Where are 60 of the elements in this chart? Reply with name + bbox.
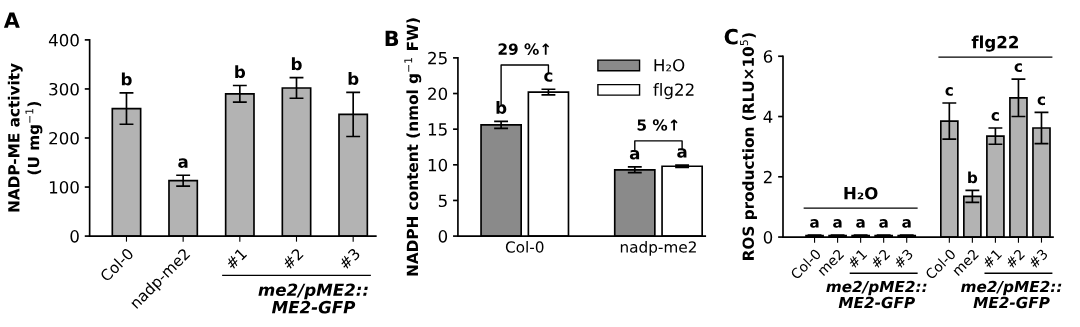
text: 29 %↑: [498, 43, 550, 55]
y-tick-label: 25: [428, 51, 447, 65]
data-label: b: [291, 57, 302, 71]
y-tick-label: 100: [49, 181, 79, 194]
y-tick-label: 15: [428, 123, 447, 136]
y-tick-label: 0: [763, 231, 773, 244]
text: me2/pME2:: ME2-GFP: [826, 280, 927, 309]
data-label: b: [121, 72, 132, 86]
y-tick-label: 200: [49, 131, 79, 145]
legend-label: H₂O: [654, 58, 685, 72]
y-tick-label: 0: [70, 230, 79, 243]
y-axis-title: ROS production (RLU×10$^{5}$): [740, 33, 757, 260]
annotation: H₂O: [844, 186, 878, 200]
chart-title: A: [3, 12, 20, 28]
y-tick-label: 2: [763, 170, 772, 184]
chart-title: B: [385, 30, 399, 46]
data-label: b: [496, 101, 507, 114]
data-label: c: [1037, 96, 1045, 106]
data-label: b: [348, 72, 359, 85]
x-tick-label: #1: [847, 248, 868, 269]
x-tick-label: nadp-me2: [620, 240, 696, 256]
x-tick-label: #3: [893, 248, 914, 269]
data-label: c: [544, 72, 553, 82]
y-tick-label: 0: [438, 230, 448, 243]
y-axis-title: NADPH content (nmol g$^{−1}$ FW): [404, 18, 422, 276]
text: me2/pME2:: ME2-GFP: [961, 280, 1062, 309]
x-tick-label: #2: [1004, 248, 1025, 269]
x-tick-label: #2: [281, 247, 304, 270]
x-tick-label: #3: [338, 247, 361, 270]
chart-title: C: [724, 28, 738, 45]
data-label: c: [1014, 63, 1022, 73]
data-label: a: [833, 219, 842, 228]
data-label: a: [178, 158, 188, 168]
y-tick-label: 5: [438, 194, 447, 208]
y-tick-label: 400: [48, 33, 79, 47]
x-tick-label: #2: [870, 248, 891, 269]
data-label: a: [629, 149, 640, 160]
data-label: a: [810, 219, 819, 228]
data-label: a: [856, 219, 865, 228]
y-tick-label: 6: [763, 50, 773, 63]
text: flg22: [971, 35, 1018, 52]
legend-label: flg22: [653, 83, 694, 100]
data-label: b: [968, 171, 978, 184]
data-label: a: [677, 148, 687, 158]
data-label: a: [902, 219, 911, 228]
data-label: b: [235, 65, 246, 79]
annotation: 5 %↑: [637, 119, 678, 131]
data-label: c: [945, 87, 953, 96]
x-tick-label: #3: [1027, 248, 1049, 269]
x-tick-label: #1: [981, 248, 1002, 269]
y-axis-title: NADP-ME activity (U mg$^{−1}$): [7, 63, 43, 212]
y-tick-label: 20: [428, 87, 448, 101]
y-tick-label: 4: [763, 110, 773, 123]
text: me2/pME2:: ME2-GFP: [258, 283, 368, 314]
x-tick-label: #1: [225, 247, 248, 270]
data-label: a: [879, 219, 888, 228]
y-tick-label: 300: [49, 82, 79, 96]
data-label: c: [991, 112, 999, 121]
y-tick-label: 10: [428, 158, 448, 172]
x-tick-label: Col-0: [505, 240, 544, 253]
